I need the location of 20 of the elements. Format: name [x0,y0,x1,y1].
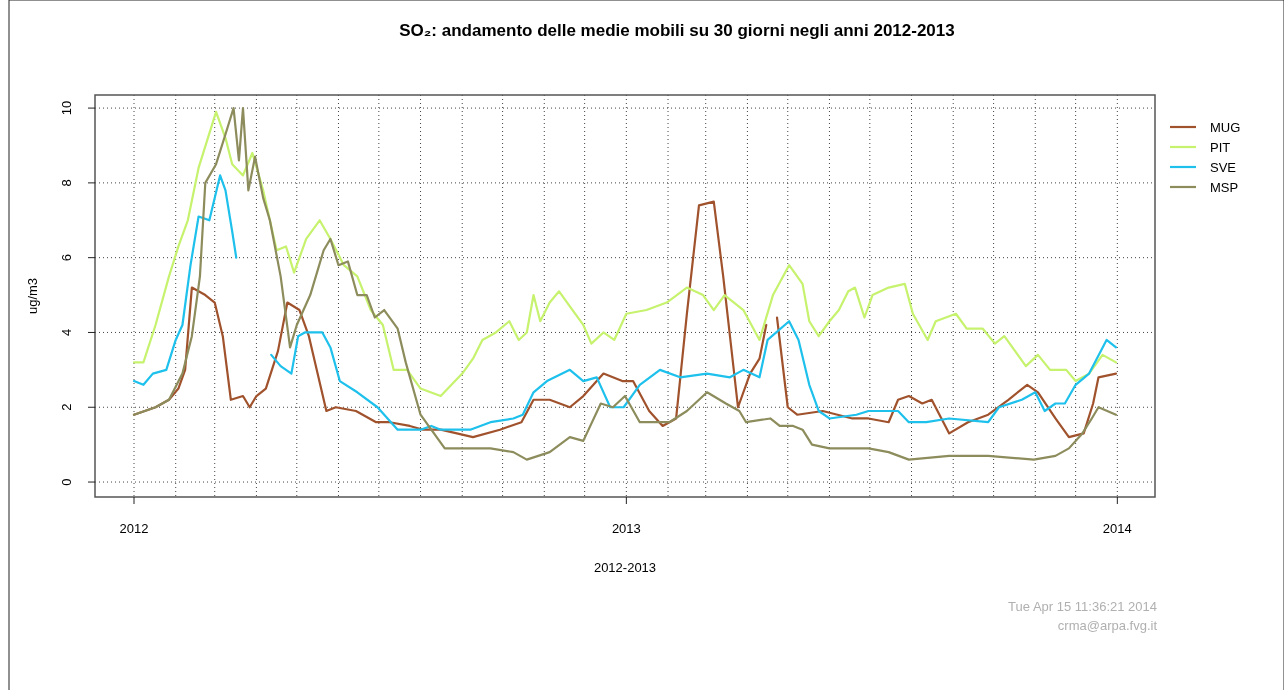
text: crma@arpa.fvg.it [1057,618,1158,633]
line-series [132,110,1118,398]
legend-label: SVE [1210,160,1237,175]
y-tick-label: 10 [59,100,74,116]
legend-label: MUG [1210,120,1241,135]
x-tick-label: 2013 [611,521,641,536]
y-tick-label: 2 [59,403,74,411]
legend-label: PIT [1210,140,1231,155]
legend-label: MSP [1210,180,1239,195]
y-tick-label: 0 [59,478,74,486]
x-tick-label: 2014 [1102,521,1132,536]
y-axis-title: ug/m3 [25,277,40,315]
line-series [132,106,1118,461]
x-axis-title: 2012-2013 [593,560,657,575]
chart-title: SO₂: andamento delle medie mobili su 30 giorni negli anni 2012-2013 [399,21,955,40]
x-tick-label: 2012 [119,521,149,536]
y-tick-label: 4 [59,328,74,337]
y-tick-label: 8 [59,179,74,187]
text: Tue Apr 15 11:36:21 2014 [1008,599,1157,614]
y-tick-label: 6 [59,254,74,262]
